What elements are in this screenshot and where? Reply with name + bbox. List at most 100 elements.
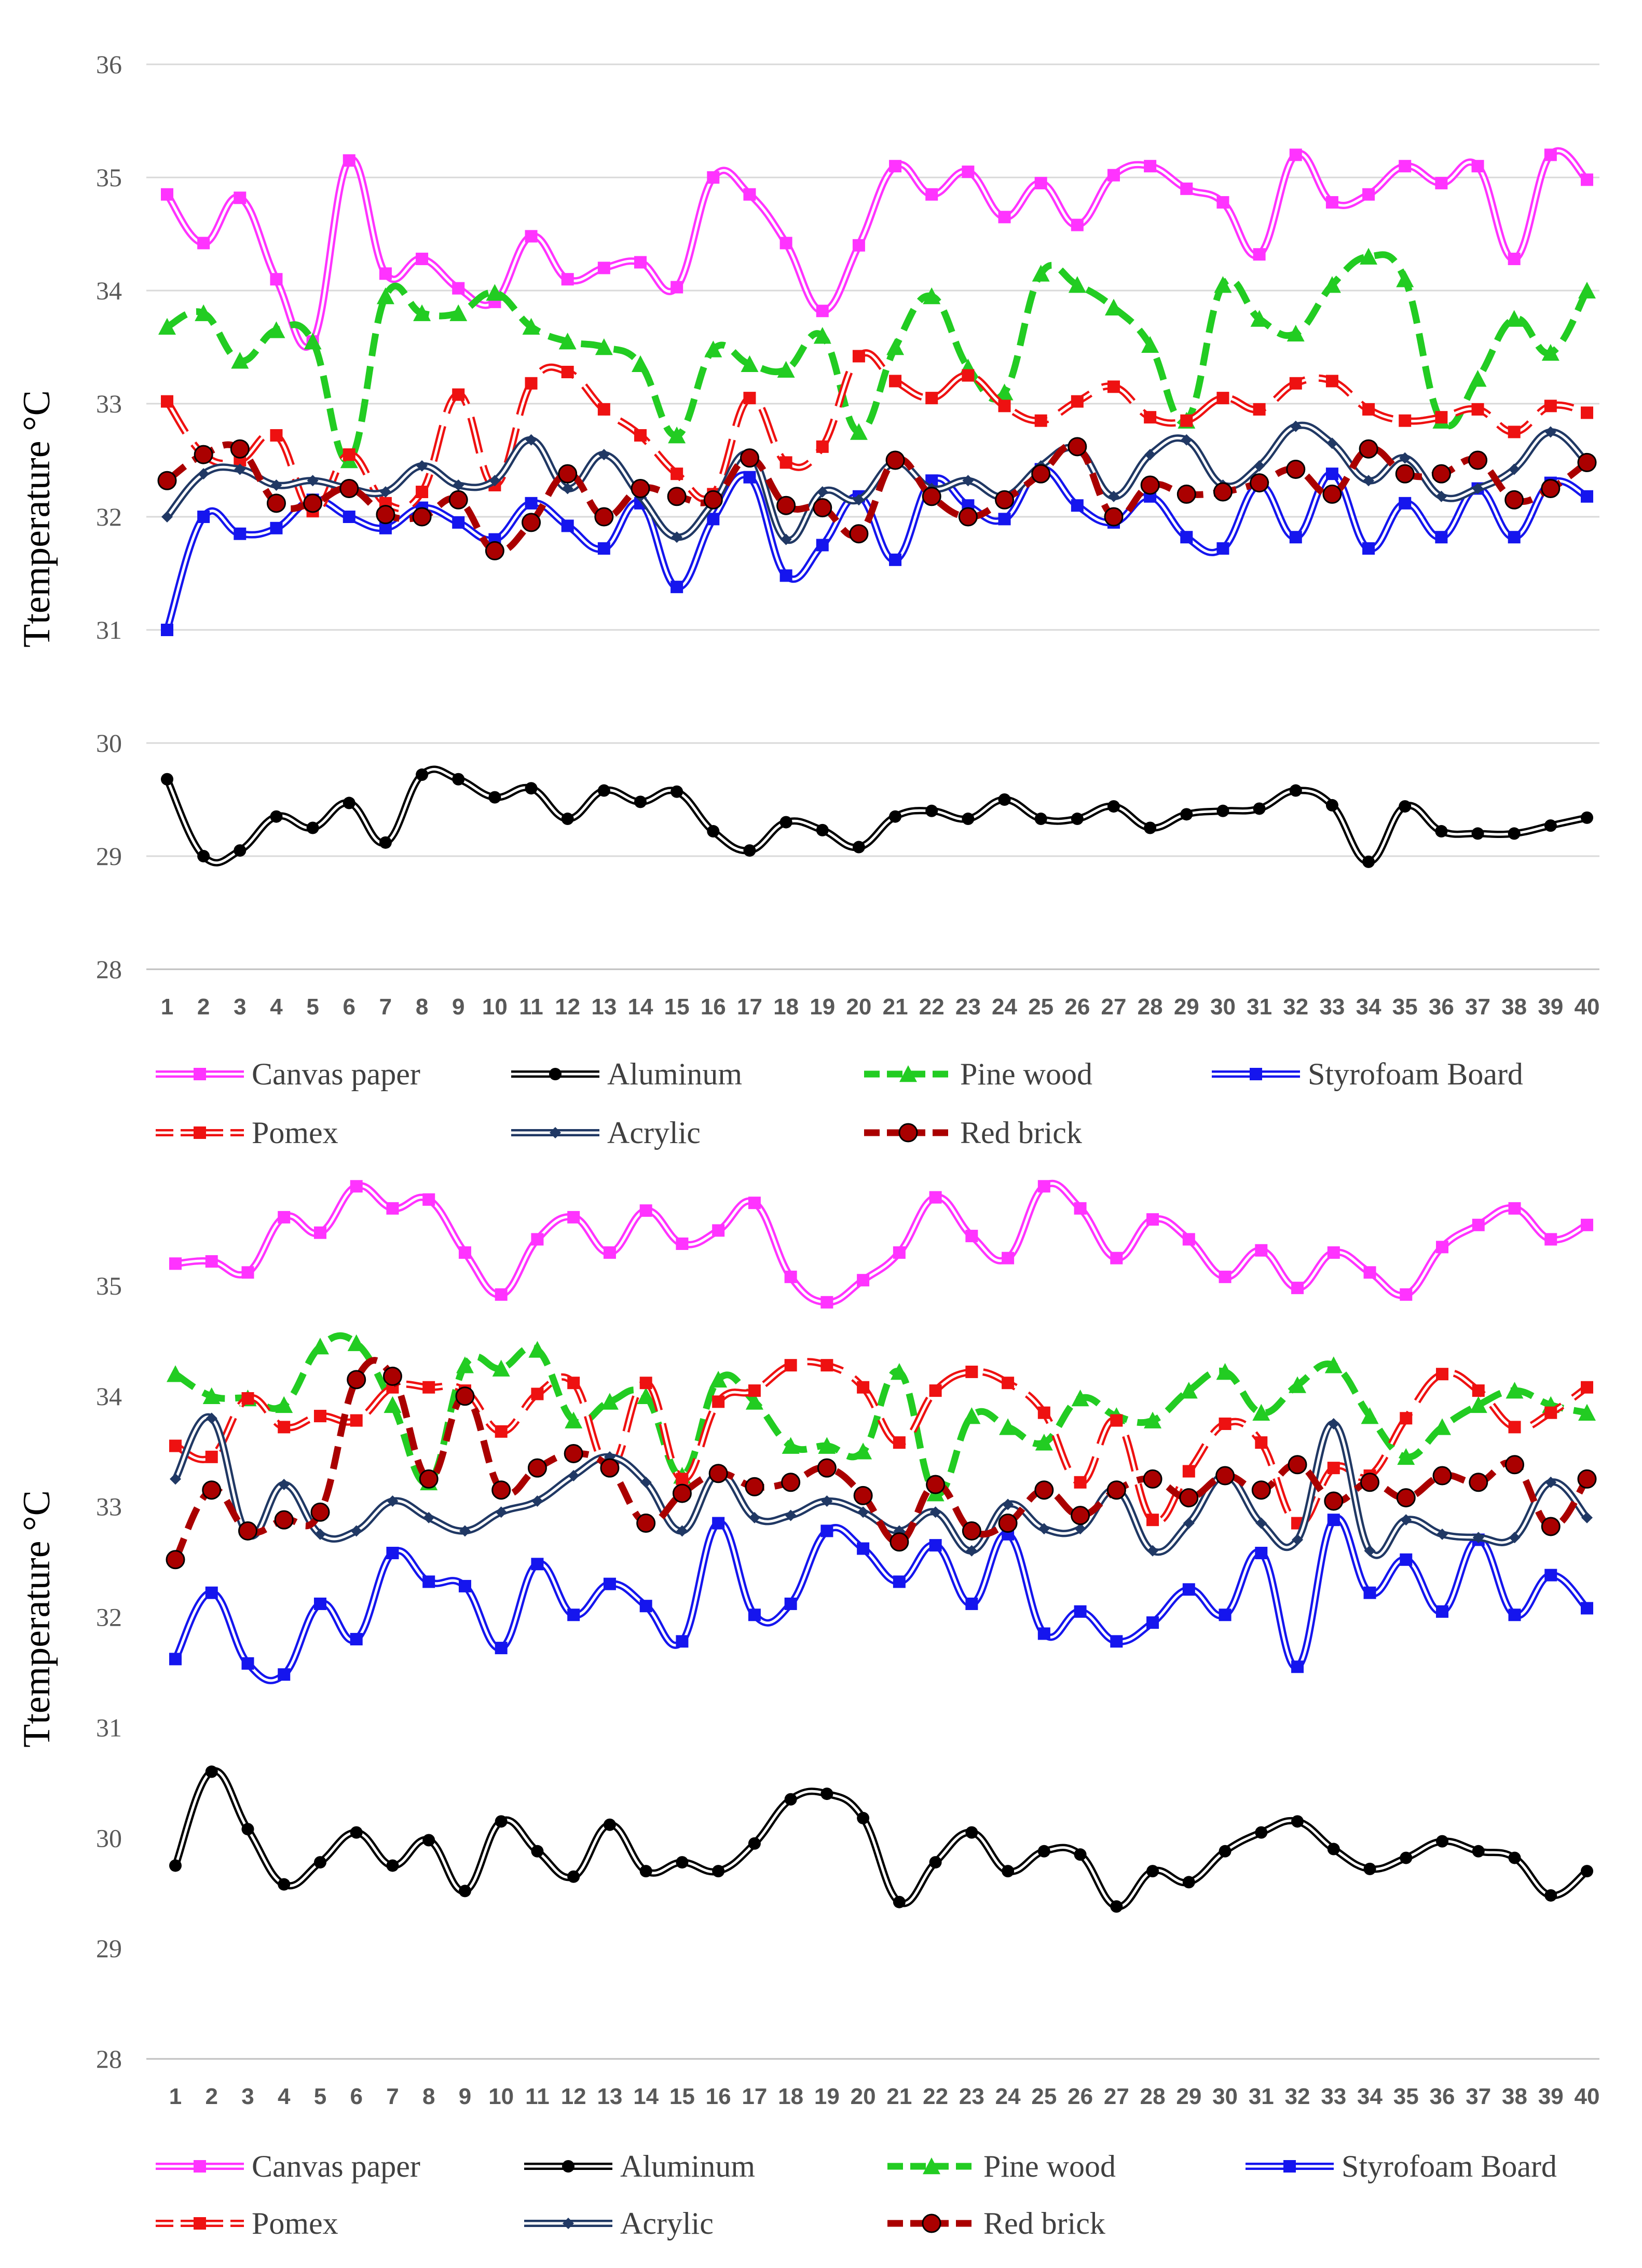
data-point-pomex — [1144, 411, 1157, 424]
x-tick-label: 20 — [846, 994, 871, 1020]
x-tick-label: 22 — [923, 2084, 948, 2109]
data-point-canvas-paper — [1110, 1252, 1123, 1264]
x-tick-label: 34 — [1357, 2084, 1383, 2109]
data-point-red-brick — [522, 513, 541, 532]
data-point-canvas-paper — [379, 267, 392, 280]
data-point-aluminum — [1110, 1900, 1123, 1913]
data-point-canvas-paper — [1219, 1270, 1232, 1283]
data-point-aluminum — [1325, 799, 1338, 812]
y-tick-label: 31 — [96, 615, 122, 644]
data-point-aluminum — [1472, 1845, 1485, 1858]
data-point-canvas-paper — [748, 1197, 761, 1209]
data-point-pine-wood — [522, 318, 540, 335]
y-tick-label: 34 — [96, 1382, 122, 1411]
data-point-aluminum — [1034, 813, 1047, 826]
data-point-pomex — [925, 392, 938, 405]
data-point-canvas-paper — [925, 188, 938, 201]
x-tick-label: 12 — [555, 994, 580, 1020]
x-tick-label: 11 — [519, 994, 543, 1020]
legend-marker — [549, 1068, 562, 1080]
data-point-styrofoam-board — [561, 519, 574, 532]
y-tick-label: 34 — [96, 276, 122, 305]
x-tick-label: 37 — [1466, 2084, 1491, 2109]
y-tick-label: 35 — [96, 163, 122, 192]
data-point-styrofoam-board — [278, 1668, 291, 1681]
data-point-red-brick — [703, 490, 723, 510]
data-point-red-brick — [1106, 1480, 1126, 1500]
data-point-pomex — [998, 400, 1011, 413]
data-point-acrylic — [816, 486, 828, 498]
data-point-red-brick — [347, 1370, 366, 1390]
data-point-canvas-paper — [707, 171, 720, 184]
x-tick-label: 35 — [1393, 2084, 1419, 2109]
data-point-aluminum — [893, 1895, 906, 1908]
data-point-styrofoam-board — [525, 497, 538, 510]
data-point-aluminum — [278, 1878, 291, 1891]
data-point-pine-wood — [311, 1337, 329, 1355]
legend-item-red-brick: Red brick — [887, 2206, 1105, 2240]
data-point-aluminum — [1182, 1876, 1195, 1889]
data-point-pine-wood — [492, 1359, 510, 1377]
data-point-pomex — [816, 440, 829, 453]
data-point-acrylic — [270, 479, 282, 491]
data-point-aluminum — [816, 823, 829, 836]
series-pomex — [161, 349, 1593, 518]
data-point-pomex — [241, 1392, 254, 1405]
data-point-pomex — [1544, 400, 1557, 413]
legend-label: Styrofoam Board — [1342, 2149, 1557, 2183]
data-point-pomex — [1216, 392, 1229, 405]
data-point-pomex — [495, 1425, 508, 1438]
legend-marker — [1250, 1068, 1262, 1080]
legend-label: Acrylic — [607, 1116, 701, 1150]
data-point-aluminum — [1399, 800, 1412, 813]
data-point-styrofoam-board — [567, 1609, 580, 1621]
data-point-canvas-paper — [1002, 1252, 1015, 1264]
data-point-pine-wood — [1469, 1396, 1487, 1413]
data-point-pine-wood — [1068, 276, 1086, 293]
data-point-aluminum — [1002, 1865, 1015, 1878]
data-point-acrylic — [1181, 434, 1193, 446]
data-point-red-brick — [202, 1480, 222, 1500]
x-tick-label: 27 — [1101, 994, 1127, 1020]
data-point-acrylic — [562, 483, 573, 494]
data-point-canvas-paper — [1289, 148, 1302, 161]
data-point-acrylic — [1255, 1517, 1267, 1529]
legend-label: Acrylic — [620, 2206, 714, 2240]
x-tick-label: 30 — [1212, 2084, 1238, 2109]
x-tick-label: 29 — [1176, 2084, 1201, 2109]
data-point-pomex — [169, 1439, 182, 1452]
data-point-pine-wood — [486, 284, 504, 301]
data-point-pomex — [531, 1387, 544, 1400]
data-point-styrofoam-board — [748, 1609, 761, 1621]
data-point-acrylic — [1364, 1545, 1376, 1557]
data-point-pomex — [676, 1473, 689, 1486]
data-point-styrofoam-board — [205, 1586, 218, 1599]
data-point-aluminum — [561, 813, 574, 826]
data-point-styrofoam-board — [1289, 531, 1302, 544]
data-point-pomex — [205, 1450, 218, 1463]
x-tick-label: 7 — [386, 2084, 399, 2109]
data-point-pomex — [929, 1384, 942, 1397]
series-acrylic — [161, 420, 1593, 545]
data-point-red-brick — [455, 1386, 475, 1406]
data-point-red-brick — [1031, 464, 1051, 484]
y-tick-label: 36 — [96, 50, 122, 79]
data-point-aluminum — [1544, 819, 1557, 832]
legend-marker — [563, 2218, 574, 2229]
data-point-aluminum — [965, 1826, 978, 1839]
data-point-canvas-paper — [1037, 1180, 1050, 1193]
legend-item-pomex: Pomex — [156, 1116, 338, 1150]
data-point-pine-wood — [782, 1437, 800, 1454]
data-point-pomex — [671, 468, 683, 480]
series-pomex — [169, 1358, 1593, 1530]
data-point-pine-wood — [1361, 1407, 1379, 1424]
data-point-acrylic — [1147, 1545, 1159, 1557]
series-aluminum — [169, 1765, 1593, 1913]
legend-item-pine-wood: Pine wood — [887, 2149, 1116, 2183]
data-point-red-brick — [485, 541, 504, 560]
data-point-aluminum — [495, 1815, 508, 1828]
data-point-red-brick — [667, 487, 687, 506]
data-point-canvas-paper — [458, 1246, 471, 1259]
data-point-aluminum — [676, 1856, 689, 1869]
data-point-pomex — [1471, 403, 1484, 416]
